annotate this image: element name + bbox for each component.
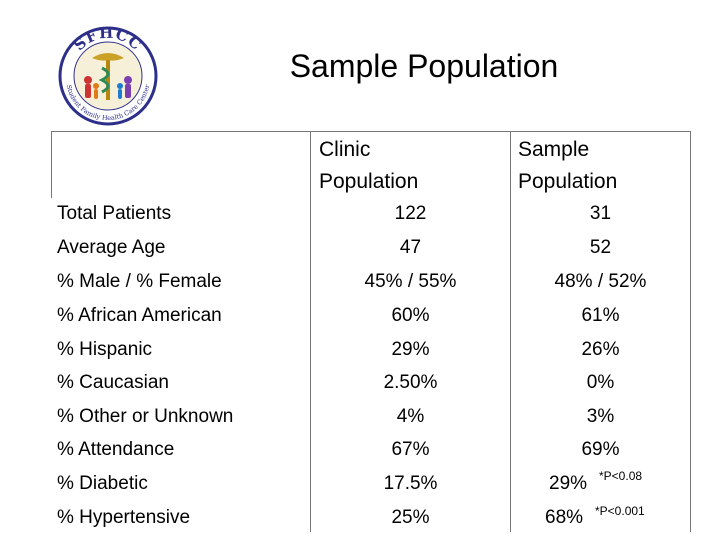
sample-population-header: Sample Population [518, 134, 617, 198]
page-title: Sample Population [289, 48, 559, 84]
row-label-male-female: % Male / % Female [57, 271, 222, 292]
header-line: Population [518, 170, 618, 193]
sample-value: 48% / 52% [554, 271, 647, 292]
row-label-attendance: % Attendance [57, 439, 175, 460]
clinic-population-header: Clinic Population [319, 134, 418, 198]
sample-value: 52 [589, 237, 612, 258]
sample-value: 0% [586, 372, 615, 393]
row-label-total-patients: Total Patients [57, 203, 172, 224]
clinic-value: 47 [399, 237, 422, 258]
row-label-hypertensive: % Hypertensive [57, 507, 191, 528]
clinic-value: 2.50% [383, 372, 438, 393]
significance-note: *P<0.08 [599, 469, 643, 483]
clinic-value: 122 [394, 203, 427, 224]
column-divider-1 [310, 131, 311, 532]
sfhcc-logo: SFHCC Student Family Health Care Center [52, 18, 164, 126]
row-label-african-american: % African American [57, 305, 222, 326]
clinic-value: 45% / 55% [364, 271, 457, 292]
sample-value: 69% [581, 439, 620, 460]
clinic-value: 60% [391, 305, 430, 326]
row-label-hispanic: % Hispanic [57, 339, 153, 360]
sample-value: 68% [545, 507, 584, 528]
header-line: Population [319, 170, 419, 193]
logo-emblem: SFHCC Student Family Health Care Center [58, 24, 158, 126]
column-divider-2 [510, 131, 511, 532]
sample-value: 29% [549, 473, 588, 494]
significance-note: *P<0.001 [595, 504, 645, 518]
row-label-average-age: Average Age [57, 237, 166, 258]
table-top-border [51, 131, 691, 132]
row-label-diabetic: % Diabetic [57, 473, 148, 494]
row-label-other-unknown: % Other or Unknown [57, 406, 234, 427]
sample-value: 26% [581, 339, 620, 360]
row-label-caucasian: % Caucasian [57, 372, 169, 393]
sample-value: 61% [581, 305, 620, 326]
sample-value: 31 [589, 203, 612, 224]
clinic-value: 67% [391, 439, 430, 460]
header-left-border [51, 131, 52, 198]
clinic-value: 29% [391, 339, 430, 360]
clinic-value: 25% [391, 507, 430, 528]
sample-value: 3% [586, 406, 615, 427]
header-line: Sample [518, 138, 590, 161]
population-table: Clinic Population Sample Population Tota… [51, 131, 691, 532]
table-right-border [690, 131, 691, 532]
clinic-value: 4% [396, 406, 425, 427]
header-line: Clinic [319, 138, 371, 161]
clinic-value: 17.5% [383, 473, 438, 494]
